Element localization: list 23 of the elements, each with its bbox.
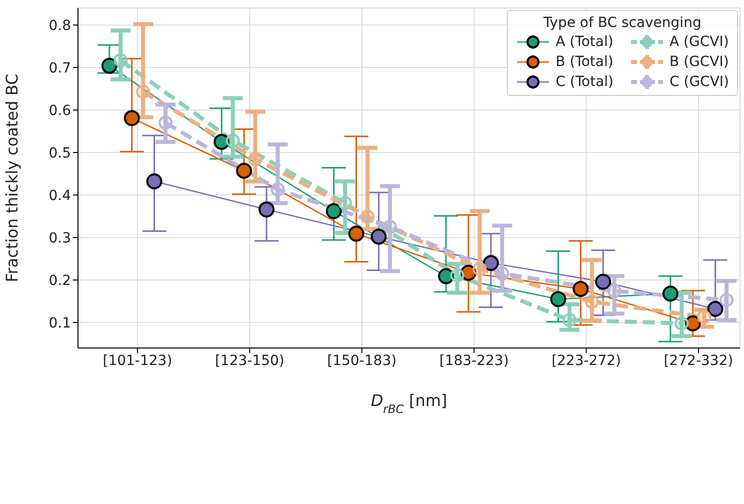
legend-label: A (GCVI) <box>670 34 729 50</box>
legend-label: C (Total) <box>556 74 614 90</box>
y-tick-label: 0.7 <box>48 60 71 76</box>
legend-title: Type of BC scavenging <box>542 15 702 31</box>
x-tick-label: [183-223) <box>439 352 509 369</box>
legend-label: B (Total) <box>556 54 614 70</box>
y-tick-label: 0.3 <box>48 230 71 246</box>
y-tick-label: 0.5 <box>48 145 71 162</box>
y-tick-label: 0.4 <box>48 188 72 204</box>
y-tick-label: 0.8 <box>48 18 71 34</box>
y-tick-label: 0.1 <box>48 315 71 332</box>
x-tick-label: [272-332) <box>664 352 734 369</box>
y-axis-title: Fraction thickly coated BC <box>2 74 22 282</box>
y-tick-label: 0.2 <box>48 272 71 289</box>
y-tick-label: 0.6 <box>48 102 72 119</box>
x-axis-title: D$_{rBC}$ [nm] <box>370 391 448 416</box>
legend-label: B (GCVI) <box>670 54 729 70</box>
x-tick-label: [150-183) <box>327 352 397 369</box>
x-tick-label: [223-272) <box>552 352 621 369</box>
x-tick-label: [123-150) <box>214 352 284 369</box>
legend-label: C (GCVI) <box>670 74 729 90</box>
x-tick-label: [101-123) <box>102 352 172 369</box>
legend-label: A (Total) <box>556 34 614 50</box>
